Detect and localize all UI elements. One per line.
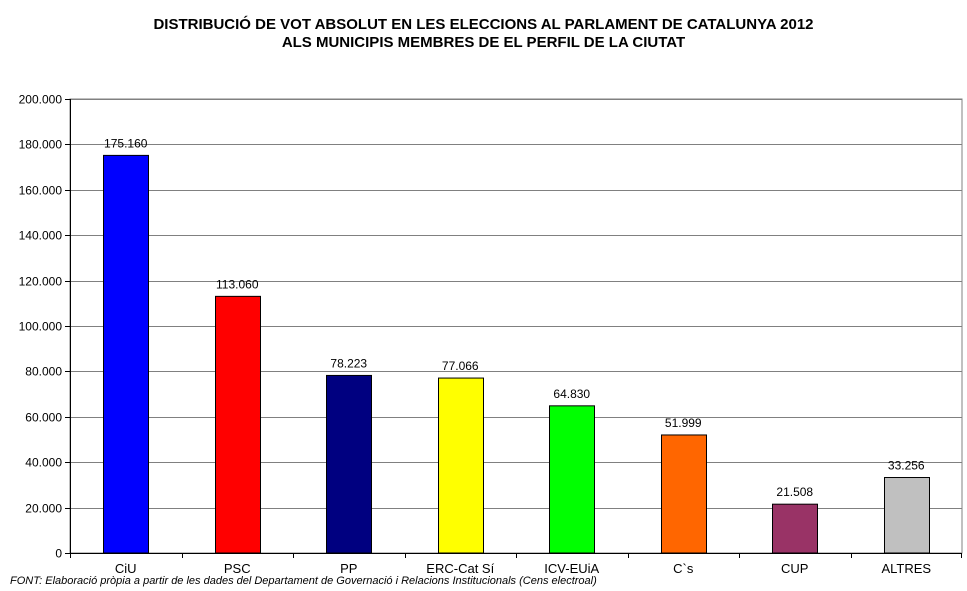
x-category-label: ICV-EUiA [544, 561, 599, 576]
y-tick-label: 40.000 [25, 456, 62, 470]
data-label: 33.256 [888, 459, 925, 473]
bar-c-s [661, 434, 707, 554]
chart-title: DISTRIBUCIÓ DE VOT ABSOLUT EN LES ELECCI… [153, 16, 814, 33]
bar-erc-cat-s- [438, 377, 484, 554]
y-tick-label: 180.000 [19, 138, 63, 152]
y-axis: 0 20.000 40.000 60.000 80.000 100.000 120.000 1… [19, 93, 71, 561]
bar-ciu [103, 154, 149, 554]
data-label: 113.060 [216, 277, 259, 291]
x-category-label: ALTRES [881, 561, 931, 576]
x-category-label: CUP [781, 561, 808, 576]
y-tick-label: 60.000 [25, 411, 62, 425]
y-tick-label: 80.000 [25, 365, 62, 379]
y-tick-label: 200.000 [19, 93, 63, 107]
data-label: 64.830 [553, 387, 590, 401]
data-labels: 175.160 113.060 78.223 77.066 64.830 51.999 21… [104, 136, 925, 499]
bar-cup [772, 503, 818, 554]
data-label: 175.160 [104, 136, 148, 150]
data-label: 21.508 [776, 485, 813, 499]
bars [103, 154, 930, 554]
x-category-label: PSC [224, 561, 251, 576]
y-tick-label: 160.000 [19, 184, 63, 198]
bar-icv-euia [549, 405, 595, 554]
y-tick-label: 100.000 [19, 320, 63, 334]
data-label: 51.999 [665, 416, 702, 430]
y-tick-label: 120.000 [19, 275, 63, 289]
x-category-label: PP [340, 561, 357, 576]
data-label: 77.066 [442, 359, 479, 373]
y-tick-label: 0 [55, 547, 62, 561]
grid-lines [69, 98, 963, 554]
bar-psc [215, 295, 261, 554]
y-tick-label: 140.000 [19, 229, 63, 243]
x-category-label: CiU [115, 561, 137, 576]
bar-pp [326, 374, 372, 554]
data-label: 78.223 [330, 356, 367, 370]
chart-subtitle: ALS MUNICIPIS MEMBRES DE EL PERFIL DE LA… [281, 34, 686, 51]
y-tick-label: 20.000 [25, 502, 62, 516]
x-axis: CiU PSC PP ERC-Cat Sí ICV-EUiA C`s CUP ALTRES [70, 553, 962, 576]
x-category-label: C`s [673, 561, 694, 576]
bar-altres [884, 477, 930, 554]
source-note: FONT: Elaboració pròpia a partir de les … [10, 575, 597, 587]
chart-title-block: DISTRIBUCIÓ DE VOT ABSOLUT EN LES ELECCI… [0, 16, 967, 52]
x-category-label: ERC-Cat Sí [426, 561, 494, 576]
